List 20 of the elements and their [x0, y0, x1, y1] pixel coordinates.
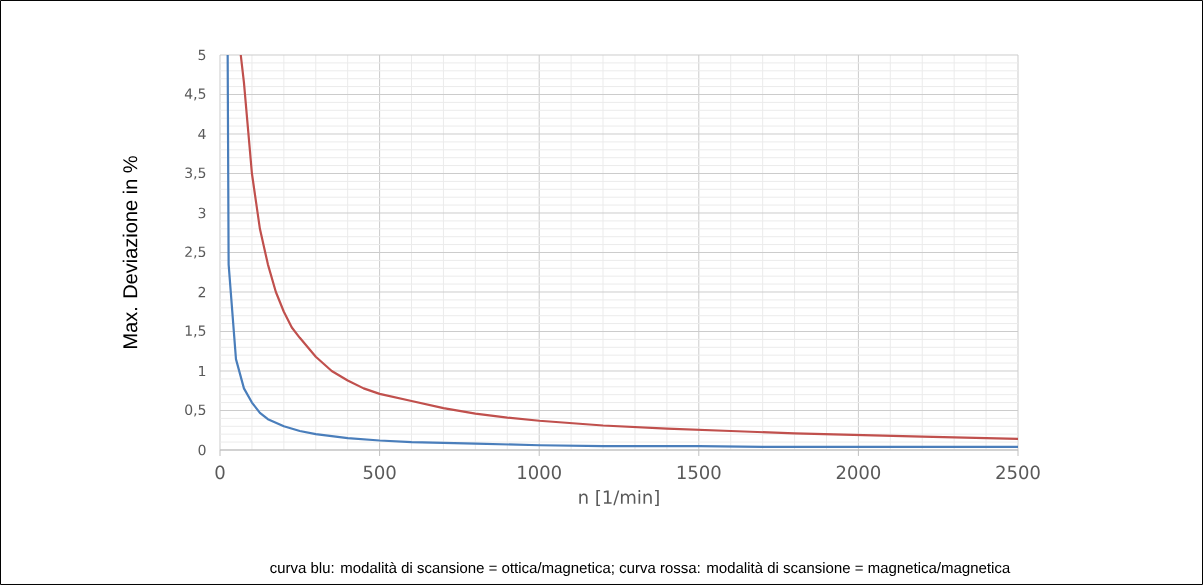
text: curva blu: modalità di scansione = ottica/magnetica; curva rossa: modalità di scansione = magnetica/magnetica — [270, 561, 1011, 577]
x-axis-title: n [1/min] — [579, 490, 659, 507]
y-tick-label: 5 — [198, 49, 206, 61]
x-tick-label: 500 — [363, 465, 396, 480]
y-tick-label: 0 — [198, 444, 206, 456]
y-tick-label: 1,5 — [185, 325, 206, 338]
y-tick-label: 4 — [198, 128, 206, 140]
y-tick-label: 1 — [199, 365, 206, 377]
y-tick-label: 0,5 — [185, 404, 206, 417]
x-tick-label: 2500 — [996, 465, 1040, 480]
y-tick-label: 2 — [198, 286, 206, 298]
y-axis-title: Max. Deviazione in % — [122, 156, 138, 348]
y-tick-label: 4,5 — [184, 88, 206, 101]
x-tick-label: 0 — [215, 465, 225, 480]
y-tick-label: 2,5 — [185, 246, 206, 259]
x-tick-label: 1500 — [677, 465, 721, 480]
x-tick-label: 1000 — [518, 465, 561, 480]
x-tick-label: 2000 — [836, 465, 881, 480]
y-tick-label: 3 — [198, 207, 206, 219]
y-tick-label: 3,5 — [185, 167, 206, 180]
